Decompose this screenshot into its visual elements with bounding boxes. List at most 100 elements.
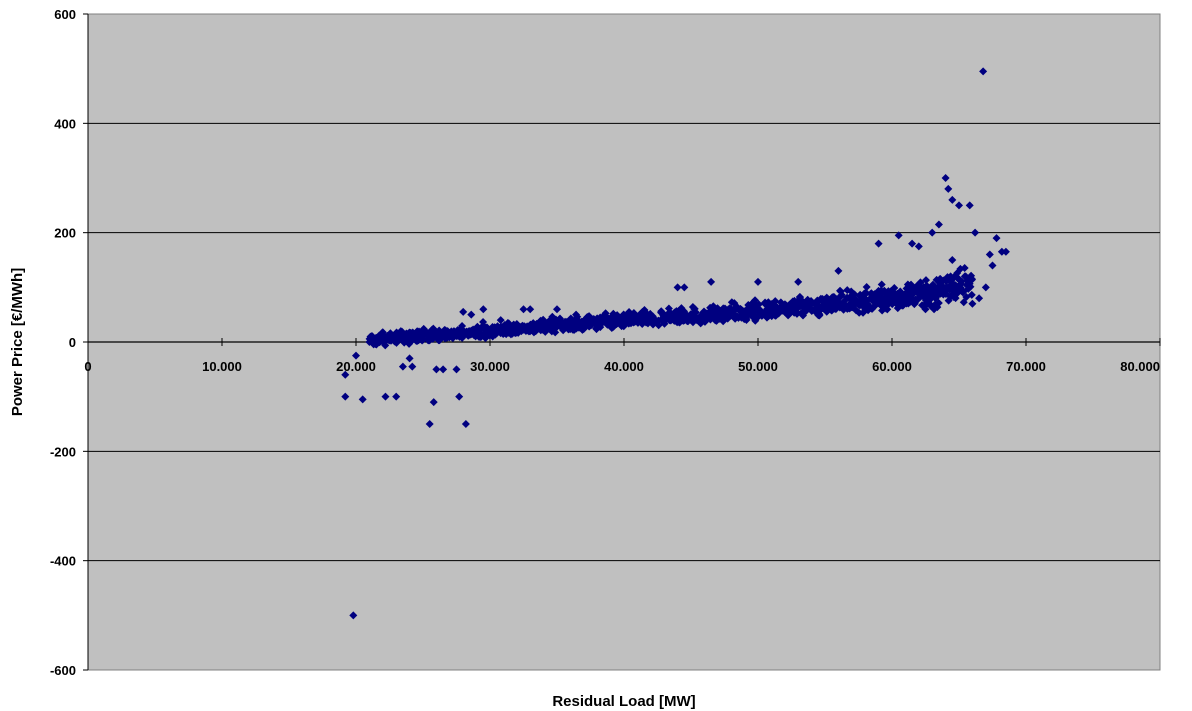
scatter-point-24	[553, 305, 561, 314]
scatter-point-cloud-1378	[627, 317, 636, 326]
scatter-point-cloud-1261	[846, 303, 855, 312]
scatter-point-cloud-1380	[472, 331, 481, 340]
scatter-point-cloud-1372	[431, 332, 440, 341]
scatter-point-34	[914, 242, 923, 251]
scatter-point-cloud-1300	[466, 330, 475, 339]
scatter-point-45	[992, 234, 1001, 243]
scatter-point-11	[429, 398, 438, 407]
scatter-point-cloud-1393	[489, 325, 498, 334]
scatter-point-cloud-1395	[762, 309, 771, 318]
scatter-point-4	[358, 395, 367, 404]
scatter-point-cloud-1376	[736, 304, 745, 313]
scatter-point-cloud-1165	[592, 325, 601, 334]
scatter-point-cloud-1258	[702, 309, 711, 318]
scatter-point-44	[985, 250, 994, 259]
scatter-point-6	[392, 392, 401, 401]
scatter-point-cloud-1183	[874, 299, 883, 308]
x-tick-label-4: 40.000	[604, 359, 644, 374]
scatter-point-cloud-1377	[803, 297, 812, 306]
scatter-point-28	[754, 277, 762, 286]
scatter-point-cloud-1396	[657, 307, 666, 316]
scatter-point-cloud-1317	[814, 311, 823, 320]
scatter-point-cloud-972	[967, 271, 976, 280]
scatter-point-cloud-1091	[455, 328, 464, 337]
scatter-point-cloud-1205	[903, 280, 912, 289]
scatter-point-2	[349, 611, 358, 620]
scatter-point-cloud-827	[764, 298, 773, 307]
scatter-point-cloud-1362	[537, 323, 546, 332]
scatter-point-cloud-1170	[727, 298, 736, 307]
scatter-point-cloud-1325	[413, 336, 422, 345]
scatter-point-cloud-1344	[843, 286, 852, 295]
scatter-point-43	[979, 67, 988, 76]
scatter-point-cloud-1199	[572, 310, 581, 319]
scatter-point-cloud-1320	[437, 329, 446, 338]
scatter-point-47	[1001, 247, 1010, 256]
scatter-point-17	[459, 307, 468, 316]
x-tick-label-1: 10.000	[202, 359, 242, 374]
scatter-point-cloud-1260	[827, 306, 836, 315]
scatter-point-cloud-1343	[694, 317, 703, 326]
scatter-point-23	[526, 305, 535, 314]
scatter-point-cloud-1264	[839, 300, 848, 309]
scatter-point-cloud-1310	[574, 318, 583, 327]
scatter-point-14	[452, 365, 461, 374]
scatter-point-cloud-1390	[812, 297, 821, 306]
x-tick-labels: 0 10.000 20.000 30.000 40.000 50.000 60.000 70.…	[84, 359, 1160, 374]
scatter-point-cloud-1220	[751, 296, 760, 305]
axes	[83, 13, 1161, 671]
scatter-point-cloud-1297	[651, 315, 660, 324]
scatter-point-cloud-877	[856, 290, 865, 299]
scatter-point-cloud-1256	[962, 292, 971, 301]
scatter-point-cloud-1330	[498, 323, 507, 332]
scatter-point-cloud-756	[836, 287, 845, 296]
scatter-point-cloud-1305	[669, 313, 678, 322]
y-axis-title: Power Price [€/MWh]	[9, 268, 26, 416]
scatter-point-32	[894, 231, 903, 240]
scatter-point-19	[479, 305, 488, 314]
scatter-point-5	[381, 392, 390, 401]
scatter-point-cloud-1298	[881, 296, 890, 305]
scatter-point-cloud-1250	[683, 317, 692, 326]
scatter-point-cloud-1374	[563, 322, 572, 331]
scatter-point-cloud-1383	[620, 313, 629, 322]
scatter-point-41	[965, 201, 974, 210]
scatter-point-cloud-1209	[919, 292, 928, 301]
scatter-point-30	[834, 266, 843, 275]
scatter-point-cloud-897	[964, 284, 973, 293]
scatter-point-cloud-1365	[484, 325, 493, 334]
scatter-point-cloud-1379	[502, 330, 511, 339]
scatter-point-cloud-850	[607, 323, 616, 332]
scatter-point-40	[955, 201, 963, 210]
scatter-point-0	[341, 370, 350, 379]
scatter-point-10	[425, 420, 434, 428]
scatter-point-39	[948, 195, 957, 204]
scatter-point-cloud-1349	[473, 325, 482, 334]
x-axis-title: Residual Load [MW]	[552, 693, 695, 710]
scatter-point-58	[405, 329, 414, 338]
scatter-point-cloud-1342	[737, 311, 746, 320]
scatter-point-cloud-1168	[798, 311, 807, 320]
scatter-point-cloud-1370	[677, 308, 686, 317]
scatter-point-cloud-1318	[956, 264, 965, 273]
x-tick-label-7: 70.000	[1006, 359, 1046, 374]
data-points	[341, 67, 1010, 620]
y-tick-label-0: -600	[50, 663, 76, 678]
scatter-point-cloud-1303	[890, 295, 899, 304]
x-tick-label-5: 50.000	[738, 359, 778, 374]
scatter-point-57	[392, 332, 401, 341]
scatter-point-37	[941, 174, 950, 182]
scatter-point-9	[408, 362, 417, 371]
scatter-point-cloud-1381	[574, 323, 583, 332]
scatter-point-46	[997, 247, 1006, 256]
x-tick-label-3: 30.000	[470, 359, 510, 374]
x-tick-label-8: 80.000	[1120, 359, 1160, 374]
scatter-point-cloud-1309	[882, 289, 891, 298]
scatter-point-51	[961, 272, 970, 281]
scatter-point-cloud-771	[843, 293, 852, 302]
scatter-point-3	[352, 351, 360, 360]
scatter-point-cloud-1148	[926, 300, 935, 309]
scatter-point-cloud-1399	[481, 334, 490, 343]
scatter-point-12	[432, 365, 441, 374]
scatter-point-31	[874, 239, 883, 248]
